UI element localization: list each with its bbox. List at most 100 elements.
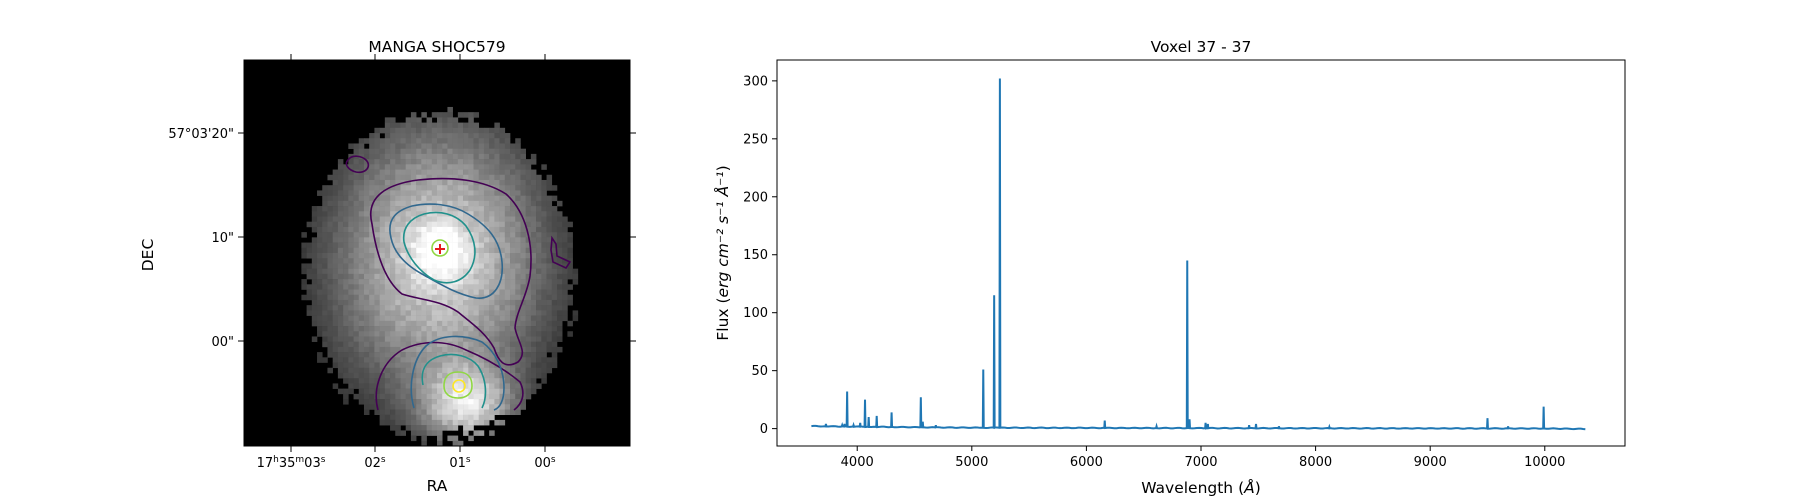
image-pixel xyxy=(494,336,500,342)
image-pixel xyxy=(473,185,480,191)
image-pixel xyxy=(390,357,396,363)
image-pixel xyxy=(317,237,323,243)
image-pixel xyxy=(468,299,474,306)
image-pixel xyxy=(530,326,537,332)
image-pixel xyxy=(390,148,396,155)
image-pixel xyxy=(337,216,344,223)
image-pixel xyxy=(483,299,490,306)
image-pixel xyxy=(489,268,495,275)
image-pixel xyxy=(410,326,417,332)
image-pixel xyxy=(369,226,375,233)
image-pixel xyxy=(442,206,448,212)
image-pixel xyxy=(301,294,307,301)
x-tick-label: 5000 xyxy=(955,455,988,470)
image-pixel xyxy=(437,294,443,301)
image-pixel xyxy=(447,117,453,123)
image-pixel xyxy=(374,143,380,149)
image-pixel xyxy=(343,388,349,395)
image-pixel xyxy=(473,258,480,264)
image-pixel xyxy=(405,242,412,249)
image-pixel xyxy=(410,232,417,238)
image-pixel xyxy=(463,273,469,280)
image-pixel xyxy=(463,148,469,155)
image-pixel xyxy=(483,190,490,196)
image-pixel xyxy=(483,200,490,207)
image-pixel xyxy=(452,435,459,442)
image-pixel xyxy=(556,216,563,223)
image-pixel xyxy=(410,133,417,139)
image-pixel xyxy=(515,200,521,207)
image-pixel xyxy=(437,179,443,186)
image-pixel xyxy=(353,263,360,269)
image-pixel xyxy=(437,138,443,144)
image-pixel xyxy=(463,310,469,316)
image-pixel xyxy=(426,383,433,389)
image-pixel xyxy=(437,117,443,123)
image-pixel xyxy=(358,320,365,327)
image-pixel xyxy=(468,273,474,280)
image-pixel xyxy=(520,346,526,353)
image-pixel xyxy=(473,399,480,405)
image-pixel xyxy=(431,258,438,264)
image-pixel xyxy=(369,268,375,275)
image-pixel xyxy=(343,232,349,238)
image-pixel xyxy=(525,164,532,170)
image-pixel xyxy=(384,211,391,217)
image-pixel xyxy=(358,164,365,170)
image-pixel xyxy=(551,289,558,296)
image-pixel xyxy=(437,378,443,384)
image-pixel xyxy=(489,153,495,160)
image-pixel xyxy=(348,232,354,238)
contour-level-1 xyxy=(369,177,532,366)
image-pixel xyxy=(384,294,391,301)
image-pixel xyxy=(478,414,485,421)
image-pixel xyxy=(384,315,391,322)
image-pixel xyxy=(447,237,453,243)
image-pixel xyxy=(536,299,542,306)
image-pixel xyxy=(541,294,547,301)
image-pixel xyxy=(374,164,380,170)
image-pixel xyxy=(384,284,391,290)
image-pixel xyxy=(348,226,354,233)
image-pixel xyxy=(478,185,485,191)
image-pixel xyxy=(416,372,422,379)
image-pixel xyxy=(410,247,417,254)
image-pixel xyxy=(353,164,360,170)
image-pixel xyxy=(489,372,495,379)
image-pixel xyxy=(358,336,365,342)
image-pixel xyxy=(363,357,370,363)
image-pixel xyxy=(322,326,328,332)
image-pixel xyxy=(384,263,391,269)
image-pixel xyxy=(530,185,537,191)
image-pixel xyxy=(437,357,443,363)
image-pixel xyxy=(353,237,360,243)
image-pixel xyxy=(520,362,526,369)
image-pixel xyxy=(332,179,339,186)
image-pixel xyxy=(379,409,386,416)
image-pixel xyxy=(541,310,547,316)
image-pixel xyxy=(489,206,495,212)
image-pixel xyxy=(363,388,370,395)
image-pixel xyxy=(395,273,401,280)
image-pixel xyxy=(536,253,542,259)
image-pixel xyxy=(431,336,438,342)
image-pixel xyxy=(478,393,485,400)
image-pixel xyxy=(311,268,318,275)
image-pixel xyxy=(447,122,453,129)
contour-level-3 xyxy=(402,211,476,284)
image-pixel xyxy=(379,221,386,228)
image-pixel xyxy=(546,242,553,249)
image-pixel xyxy=(395,263,401,269)
image-pixel xyxy=(311,206,318,212)
image-pixel xyxy=(353,305,360,311)
image-pixel xyxy=(504,268,511,275)
image-pixel xyxy=(478,237,485,243)
image-pixel xyxy=(442,179,448,186)
image-pixel xyxy=(494,242,500,249)
image-pixel xyxy=(468,216,474,223)
image-pixel xyxy=(374,326,380,332)
image-pixel xyxy=(416,357,422,363)
image-pixel xyxy=(494,174,500,181)
image-pixel xyxy=(395,179,401,186)
